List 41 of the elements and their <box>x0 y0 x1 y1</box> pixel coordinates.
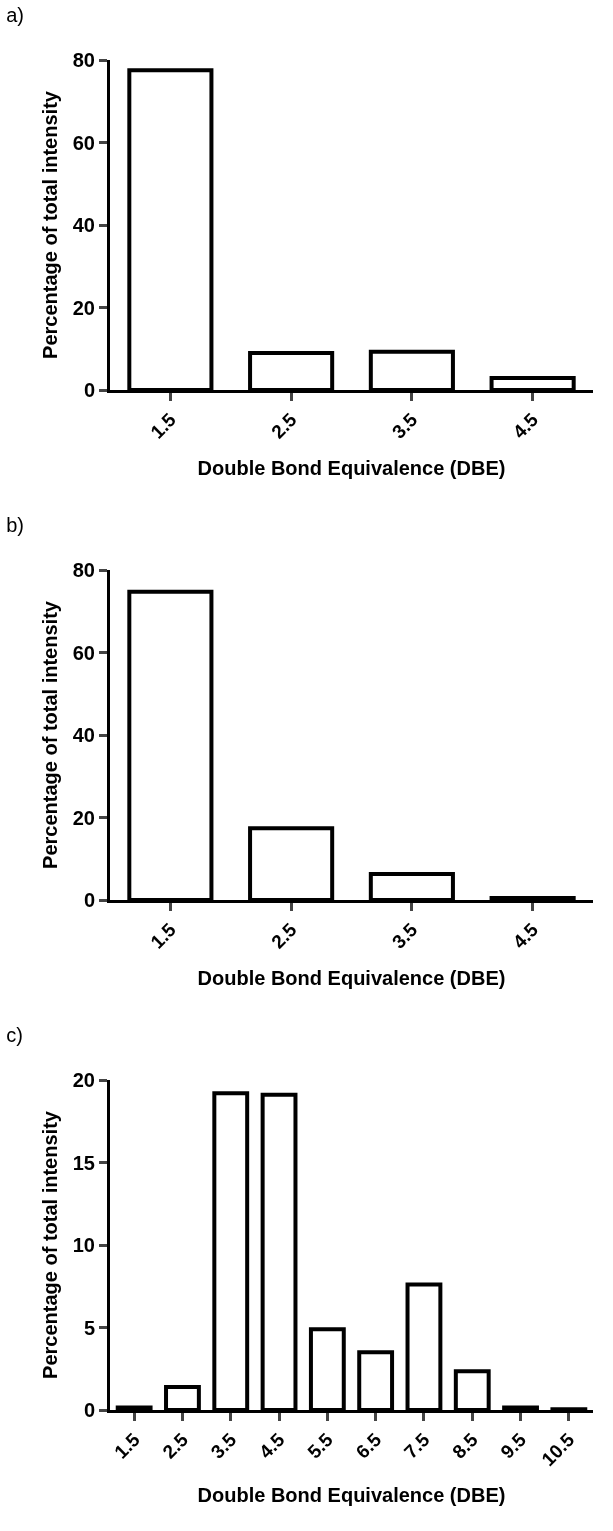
x-tick-label: 2.5 <box>158 1428 193 1463</box>
y-tick-label: 80 <box>72 49 95 71</box>
y-tick-label: 10 <box>72 1234 95 1256</box>
y-tick-label: 40 <box>72 724 95 746</box>
x-tick-label: 6.5 <box>351 1428 386 1463</box>
y-tick-label: 5 <box>83 1316 95 1339</box>
x-axis-title: Double Bond Equivalence (DBE) <box>197 457 506 480</box>
x-axis-title: Double Bond Equivalence (DBE) <box>197 967 506 990</box>
y-axis-title: Percentage of total intensity <box>39 1110 62 1379</box>
x-tick-label: 3.5 <box>387 408 422 443</box>
x-tick-label: 3.5 <box>387 918 422 953</box>
x-tick-label: 8.5 <box>448 1428 483 1463</box>
y-tick-label: 20 <box>72 296 95 319</box>
x-tick-label: 2.5 <box>267 918 301 953</box>
x-tick-label: 1.5 <box>110 1428 144 1463</box>
y-tick-label: 0 <box>83 889 95 911</box>
y-axis-title: Percentage of total intensity <box>39 600 62 869</box>
y-tick-label: 60 <box>72 641 95 664</box>
y-axis-title: Percentage of total intensity <box>39 90 62 359</box>
x-tick-label: 5.5 <box>303 1428 338 1463</box>
y-tick-label: 0 <box>83 1399 95 1421</box>
y-tick-label: 0 <box>83 379 95 401</box>
y-tick-label: 80 <box>72 559 95 581</box>
x-tick-label: 9.5 <box>496 1428 531 1463</box>
x-tick-label: 1.5 <box>146 408 181 443</box>
x-axis-title: Double Bond Equivalence (DBE) <box>197 1484 506 1507</box>
y-tick-label: 15 <box>72 1151 95 1174</box>
chart-title: c) <box>6 1023 23 1046</box>
y-tick-label: 20 <box>72 806 95 829</box>
x-tick-label: 7.5 <box>399 1428 434 1463</box>
chart-title: b) <box>6 513 24 536</box>
y-tick-label: 60 <box>72 131 95 154</box>
x-tick-label: 2.5 <box>267 408 301 443</box>
x-tick-label: 4.5 <box>255 1428 289 1463</box>
x-tick-label: 3.5 <box>206 1428 241 1463</box>
y-tick-label: 40 <box>72 214 95 236</box>
x-tick-label: 4.5 <box>508 408 543 443</box>
y-tick-label: 20 <box>72 1069 95 1091</box>
x-tick-label: 1.5 <box>146 918 181 953</box>
x-tick-label: 4.5 <box>508 918 543 953</box>
chart-title: a) <box>6 3 24 26</box>
